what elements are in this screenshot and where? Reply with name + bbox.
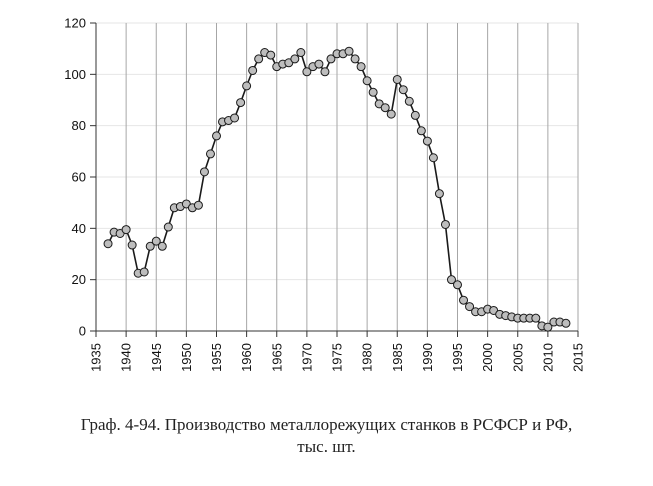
data-point <box>362 76 372 86</box>
x-tick-label: 1955 <box>209 343 224 372</box>
x-tick-label: 1990 <box>420 343 435 372</box>
data-point <box>440 219 450 229</box>
data-point <box>151 236 161 246</box>
y-tick-label: 120 <box>64 16 86 31</box>
data-point <box>266 50 276 60</box>
data-point <box>422 136 432 146</box>
data-point <box>254 54 264 64</box>
data-point <box>459 295 469 305</box>
x-tick-label: 2000 <box>480 343 495 372</box>
data-point <box>543 322 553 332</box>
caption-line-2: тыс. шт. <box>297 437 356 456</box>
x-tick-label: 1960 <box>239 343 254 372</box>
data-point <box>314 59 324 69</box>
y-tick-label: 20 <box>72 272 86 287</box>
data-point <box>296 48 306 58</box>
data-point <box>103 239 113 249</box>
x-tick-label: 1950 <box>179 343 194 372</box>
data-series <box>103 46 571 332</box>
chart: 0 20 40 60 80 100 120 1935 1940 1945 1950 1955 1960… <box>64 16 586 372</box>
x-tick-label: 2015 <box>571 343 586 372</box>
data-point <box>410 110 420 120</box>
data-point <box>163 222 173 232</box>
data-point <box>392 74 402 84</box>
data-point <box>139 267 149 277</box>
x-tick-label: 1940 <box>119 343 134 372</box>
x-tick-label: 1965 <box>269 343 284 372</box>
grid <box>96 22 579 331</box>
x-tick-label: 2010 <box>540 343 555 372</box>
data-point <box>428 153 438 163</box>
data-point <box>127 240 137 250</box>
data-point <box>205 149 215 159</box>
y-tick-label: 60 <box>72 170 86 185</box>
data-point <box>230 113 240 123</box>
data-point <box>380 103 390 113</box>
data-point <box>248 65 258 75</box>
data-point <box>434 189 444 199</box>
data-point <box>290 54 300 64</box>
data-point <box>386 109 396 119</box>
y-axis-ticks: 0 20 40 60 80 100 120 <box>64 16 96 339</box>
data-point <box>145 241 155 251</box>
figure-caption: Граф. 4-94. Производство металлорежущих … <box>0 414 653 458</box>
data-point <box>368 87 378 97</box>
x-tick-label: 1935 <box>89 343 104 372</box>
y-tick-label: 100 <box>64 67 86 82</box>
data-point <box>212 131 221 141</box>
data-point <box>446 275 456 285</box>
data-point <box>531 313 541 323</box>
x-tick-label: 1975 <box>330 343 345 372</box>
data-point <box>561 318 571 328</box>
data-point <box>302 67 312 77</box>
x-tick-label: 1980 <box>360 343 375 372</box>
data-point <box>453 280 462 290</box>
data-point <box>236 98 246 108</box>
data-point <box>398 85 408 95</box>
x-tick-label: 1985 <box>390 343 405 372</box>
data-point <box>416 126 426 136</box>
x-axis-ticks: 1935 1940 1945 1950 1955 1960 1965 1970 1975 1980… <box>89 331 586 372</box>
x-tick-label: 1945 <box>149 343 164 372</box>
x-tick-label: 2005 <box>510 343 525 372</box>
data-point <box>356 62 366 72</box>
data-point <box>199 167 209 177</box>
data-point <box>320 67 330 77</box>
caption-line-1: Граф. 4-94. Производство металлорежущих … <box>80 415 573 434</box>
x-tick-label: 1970 <box>299 343 314 372</box>
y-tick-label: 0 <box>79 324 86 339</box>
data-point <box>193 200 203 210</box>
data-point <box>344 46 354 56</box>
y-tick-label: 80 <box>72 118 86 133</box>
y-tick-label: 40 <box>72 221 86 236</box>
data-point <box>326 54 336 64</box>
data-point <box>350 54 360 64</box>
data-point <box>157 241 167 251</box>
data-point <box>465 302 475 312</box>
data-point <box>242 81 252 91</box>
data-point <box>121 225 131 235</box>
data-point <box>404 96 414 106</box>
x-tick-label: 1995 <box>450 343 465 372</box>
